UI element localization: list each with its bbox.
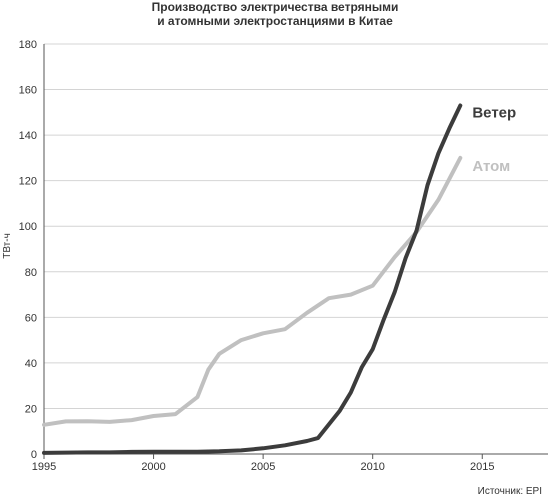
y-tick-label: 0 xyxy=(31,449,37,461)
chart-title: Производство электричества ветряными и а… xyxy=(0,0,550,28)
y-tick-label: 40 xyxy=(25,358,37,370)
source-note: Источник: EPI xyxy=(477,486,542,497)
y-tick-label: 160 xyxy=(19,85,37,97)
y-tick-label: 180 xyxy=(19,39,37,51)
label-layer: 0 20 40 60 80 100 120 140 160 180 1995 2000 2005 2010… xyxy=(2,39,516,473)
y-tick-label: 20 xyxy=(25,403,37,415)
y-tick-label: 140 xyxy=(19,130,37,142)
series-line-wind xyxy=(42,103,463,455)
y-tick-label: 100 xyxy=(19,221,37,233)
y-tick-label: 60 xyxy=(25,312,37,324)
chart-title-line-2: и атомными электростанциями в Китае xyxy=(157,14,393,28)
x-tick-label: 2010 xyxy=(360,461,384,473)
x-tick-label: 2005 xyxy=(251,461,275,473)
series-line-nuclear xyxy=(42,155,463,427)
chart-title-line-1: Производство электричества ветряными xyxy=(151,0,399,14)
series-label-nuclear: Атом xyxy=(472,158,510,175)
x-tick-label: 2000 xyxy=(141,461,165,473)
axis-layer xyxy=(43,44,548,459)
x-tick-label: 1995 xyxy=(32,461,56,473)
grid-layer xyxy=(44,43,548,409)
x-tick-label: 2015 xyxy=(470,461,494,473)
y-tick-label: 80 xyxy=(25,267,37,279)
y-axis-title: ТВт-ч xyxy=(2,233,13,259)
series-layer xyxy=(42,103,463,455)
series-label-wind: Ветер xyxy=(472,105,516,122)
y-tick-label: 120 xyxy=(19,176,37,188)
